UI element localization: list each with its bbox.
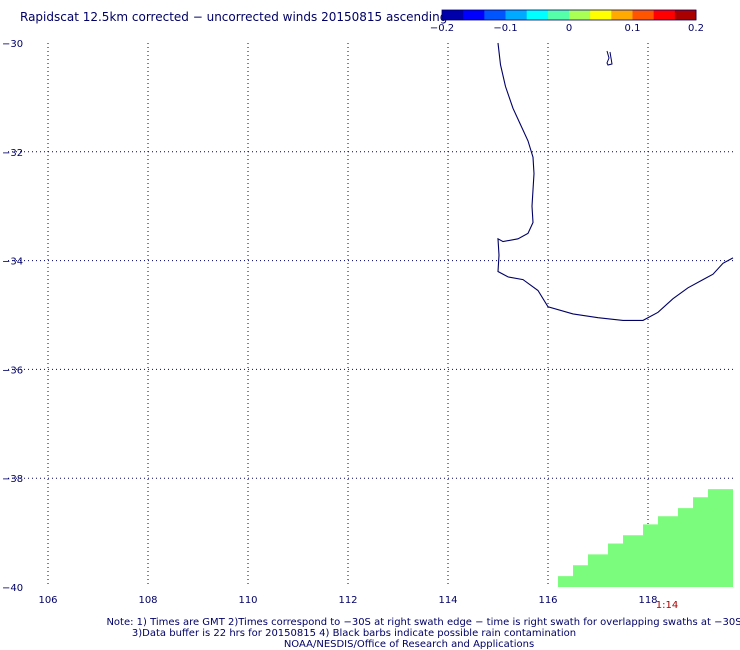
grid-lines [8,43,733,587]
longitude-labels: 106 108 110 112 114 116 118 [38,595,657,606]
colorbar-segment [484,10,506,20]
lon-label: 106 [38,595,57,606]
lat-label: −34 [2,257,23,268]
colorbar-segment [442,10,464,20]
colorbar-segment [611,10,633,20]
colorbar-segment [526,10,549,20]
coastline-island [606,50,613,66]
colorbar-tick-label: 0.1 [625,23,641,34]
colorbar-segment [569,10,591,20]
colorbar-segment [674,10,697,20]
colorbar-segment [463,10,485,20]
lon-label: 118 [638,595,657,606]
colorbar-segment [632,10,655,20]
swath-region [558,489,733,587]
colorbar: −0.2 −0.1 0 0.1 0.2 [430,9,704,34]
lat-label: −32 [2,148,23,159]
colorbar-tick-label: −0.1 [493,23,517,34]
note-line-3: NOAA/NESDIS/Office of Research and Appli… [284,639,534,650]
lat-label: −40 [2,583,23,594]
colorbar-frame [441,9,697,21]
colorbar-segment [547,10,570,20]
map-plot: −30 −32 −34 −36 −38 −40 106 108 110 112 114 116 118… [2,39,734,611]
lat-label: −36 [2,365,23,376]
map-title: Rapidscat 12.5km corrected − uncorrected… [20,10,447,24]
lon-label: 108 [138,595,157,606]
lat-label: −30 [2,39,23,50]
swath-polygon [558,489,733,587]
colorbar-tick-label: 0.2 [688,23,704,34]
notes: Note: 1) Times are GMT 2)Times correspon… [106,617,740,650]
colorbar-segment [505,10,528,20]
note-line-1: Note: 1) Times are GMT 2)Times correspon… [106,617,740,628]
latitude-labels: −30 −32 −34 −36 −38 −40 [2,39,23,594]
coastline-australia [497,42,734,321]
lon-label: 114 [438,595,457,606]
lat-label: −38 [2,474,23,485]
lon-label: 116 [538,595,557,606]
lon-label: 112 [338,595,357,606]
colorbar-tick-label: −0.2 [430,23,454,34]
note-line-2: 3)Data buffer is 22 hrs for 20150815 4) … [132,628,576,639]
colorbar-tick-label: 0 [566,23,572,34]
swath-time-label: 1:14 [656,600,678,611]
colorbar-segment [653,10,676,20]
lon-label: 110 [238,595,257,606]
colorbar-segment [590,10,612,20]
